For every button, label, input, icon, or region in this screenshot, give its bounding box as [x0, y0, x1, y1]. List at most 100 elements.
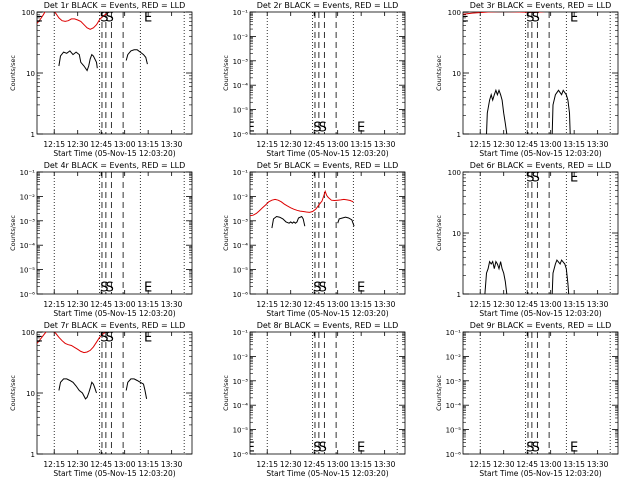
y-tick-label: 10⁻³ — [233, 378, 249, 386]
series-events-line — [272, 217, 305, 229]
plot-frame — [250, 332, 405, 454]
y-tick-label: 10⁻⁶ — [20, 291, 36, 299]
y-tick-label: 1 — [457, 291, 461, 299]
x-tick-label: 12:45 — [516, 460, 538, 469]
x-tick-label: 12:30 — [280, 460, 302, 469]
y-tick-label: 100 — [22, 329, 35, 337]
y-tick-label: 10⁻¹ — [233, 329, 249, 337]
x-axis-label: Start Time (05-Nov-15 12:03:20) — [266, 309, 388, 318]
y-tick-label: 10⁻⁴ — [233, 242, 249, 250]
y-tick-label: 10⁻⁴ — [233, 402, 249, 410]
x-tick-label: 12:45 — [303, 460, 325, 469]
plot-area: E SS E — [34, 329, 184, 454]
y-tick-label: 10⁻⁴ — [20, 242, 36, 250]
y-tick-label: 100 — [448, 9, 461, 17]
x-tick-label: 13:15 — [350, 460, 372, 469]
plot-area: E SS E — [247, 332, 397, 456]
x-tick-label: 12:15 — [43, 460, 65, 469]
y-tick-label: 10⁻⁵ — [233, 427, 249, 435]
y-tick-label: 10⁻³ — [233, 218, 249, 226]
panel-title: Det 7r BLACK = Events, RED = LLD — [44, 321, 186, 330]
x-tick-label: 12:45 — [303, 140, 325, 149]
y-tick-label: 10⁻⁴ — [233, 82, 249, 90]
y-tick-label: 10⁻² — [20, 193, 36, 201]
plot-frame — [37, 172, 192, 294]
x-tick-label: 13:15 — [350, 140, 372, 149]
plot-frame — [463, 12, 618, 134]
x-tick-label: 12:30 — [493, 300, 515, 309]
x-axis-label: Start Time (05-Nov-15 12:03:20) — [479, 469, 601, 478]
marker-label: S — [532, 441, 540, 456]
x-tick-label: 13:00 — [540, 300, 562, 309]
x-tick-label: 13:00 — [327, 300, 349, 309]
y-axis-label: Counts/sec — [222, 215, 230, 251]
y-tick-label: 10⁻⁶ — [233, 451, 249, 459]
plot-frame — [250, 12, 405, 134]
x-tick-label: 12:45 — [90, 140, 112, 149]
plot-area: E SS E — [460, 10, 610, 135]
x-tick-label: 12:30 — [493, 460, 515, 469]
y-tick-label: 1 — [31, 131, 35, 139]
y-axis-label: Counts/sec — [435, 375, 443, 411]
panel-title: Det 5r BLACK = Events, RED = LLD — [257, 161, 399, 170]
x-tick-label: 12:30 — [67, 300, 89, 309]
y-axis-label: Counts/sec — [9, 215, 17, 251]
panel-title: Det 2r BLACK = Events, RED = LLD — [257, 1, 399, 10]
marker-label: S — [532, 10, 540, 25]
plot-frame — [250, 172, 405, 294]
y-tick-label: 10⁻³ — [20, 218, 36, 226]
plot-area: E SS E — [247, 12, 397, 136]
panel-title: Det 1r BLACK = Events, RED = LLD — [44, 1, 186, 10]
panel-det-1r: Det 1r BLACK = Events, RED = LLDE SS E12:1… — [9, 1, 192, 158]
plot-area: SS E — [480, 332, 610, 456]
x-tick-label: 13:00 — [114, 300, 136, 309]
x-tick-label: 12:45 — [516, 140, 538, 149]
x-tick-label: 12:45 — [90, 460, 112, 469]
x-tick-label: 12:45 — [516, 300, 538, 309]
x-tick-label: 13:30 — [374, 140, 396, 149]
y-axis-label: Counts/sec — [9, 55, 17, 91]
x-axis-label: Start Time (05-Nov-15 12:03:20) — [53, 309, 175, 318]
x-axis-label: Start Time (05-Nov-15 12:03:20) — [266, 469, 388, 478]
plot-frame — [37, 332, 192, 454]
y-tick-label: 10⁻³ — [233, 58, 249, 66]
y-tick-label: 10⁻⁵ — [233, 267, 249, 275]
series-events-line — [59, 379, 97, 399]
x-tick-label: 13:15 — [137, 140, 159, 149]
plot-area: SS E — [480, 170, 610, 294]
x-axis-label: Start Time (05-Nov-15 12:03:20) — [479, 149, 601, 158]
y-tick-label: 10⁻¹ — [20, 169, 36, 177]
y-tick-label: 10 — [452, 70, 461, 78]
x-axis-label: Start Time (05-Nov-15 12:03:20) — [53, 469, 175, 478]
x-tick-label: 13:30 — [587, 300, 609, 309]
panel-det-6r: Det 6r BLACK = Events, RED = LLDSS E12:15… — [435, 161, 618, 318]
series-events-line — [126, 379, 146, 399]
panel-det-3r: Det 3r BLACK = Events, RED = LLDE SS E12:1… — [435, 1, 618, 158]
panel-det-4r: Det 4r BLACK = Events, RED = LLD SS E 12:15… — [9, 161, 192, 318]
y-tick-label: 10⁻⁴ — [446, 402, 462, 410]
x-axis-label: Start Time (05-Nov-15 12:03:20) — [53, 149, 175, 158]
plot-area: SS E — [250, 172, 397, 296]
x-tick-label: 12:15 — [469, 460, 491, 469]
y-axis-label: Counts/sec — [9, 375, 17, 411]
x-axis-label: Start Time (05-Nov-15 12:03:20) — [266, 149, 388, 158]
x-tick-label: 13:30 — [161, 300, 183, 309]
y-axis-label: Counts/sec — [435, 55, 443, 91]
y-tick-label: 10⁻² — [446, 353, 462, 361]
panel-title: Det 4r BLACK = Events, RED = LLD — [44, 161, 186, 170]
y-tick-label: 10⁻² — [233, 193, 249, 201]
x-tick-label: 12:30 — [493, 140, 515, 149]
y-tick-label: 10 — [452, 230, 461, 238]
x-tick-label: 13:15 — [137, 300, 159, 309]
series-events-line — [126, 50, 147, 64]
x-tick-label: 12:45 — [90, 300, 112, 309]
marker-label: S — [106, 10, 114, 25]
series-lld-line — [250, 191, 353, 215]
y-tick-label: 10⁻⁶ — [233, 291, 249, 299]
y-axis-label: Counts/sec — [435, 215, 443, 251]
x-tick-label: 13:00 — [540, 460, 562, 469]
x-tick-label: 13:00 — [540, 140, 562, 149]
series-events-line — [485, 262, 507, 294]
